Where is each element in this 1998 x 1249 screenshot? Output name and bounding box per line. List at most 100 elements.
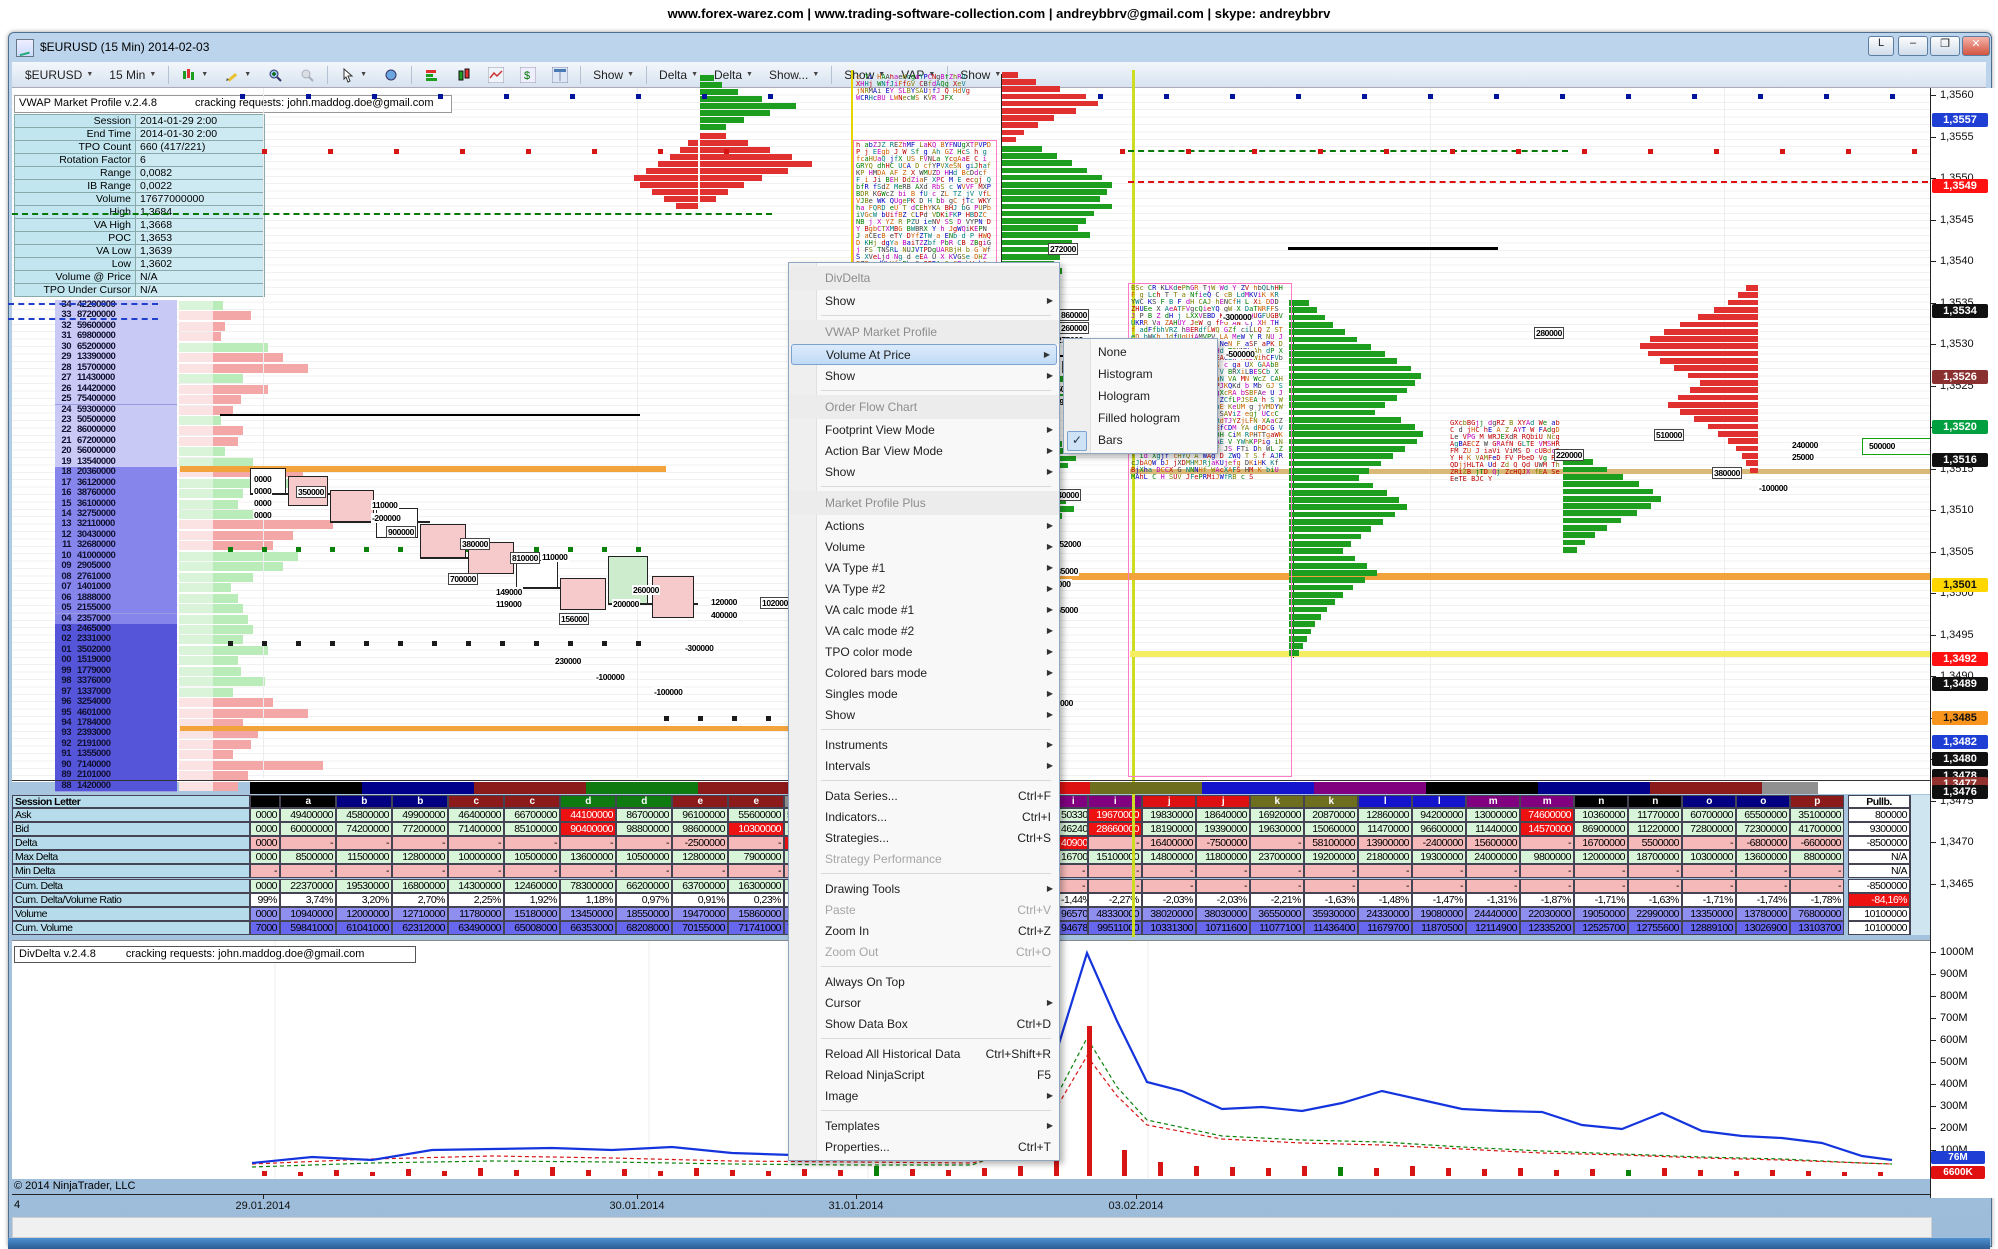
price-axis[interactable]: 1,3560 1,3555 1,3550 1,3545 1,3540 1,3535 1,35… bbox=[1930, 88, 1998, 1198]
minimize-button[interactable]: – bbox=[1898, 36, 1928, 56]
menu-group-header: DivDelta bbox=[789, 266, 1059, 290]
menu-item-action-bar-view-mode[interactable]: Action Bar View Mode ▶ bbox=[789, 440, 1059, 461]
menu-item-volume-at-price[interactable]: Volume At Price ▶ bbox=[791, 344, 1057, 365]
profile-bar bbox=[1650, 336, 1758, 342]
candlestick-icon-button[interactable] bbox=[449, 64, 479, 86]
marker-icon bbox=[383, 67, 399, 83]
submenu-item-histogram[interactable]: Histogram bbox=[1064, 363, 1217, 385]
menu-item-va-type-1[interactable]: VA Type #1 ▶ bbox=[789, 557, 1059, 578]
show-menu-1[interactable]: Show ▼ bbox=[586, 65, 641, 85]
menu-item-va-type-2[interactable]: VA Type #2 ▶ bbox=[789, 578, 1059, 599]
menu-item-va-calc-mode-1[interactable]: VA calc mode #1 ▶ bbox=[789, 599, 1059, 620]
instrument-selector[interactable]: $EURUSD ▼ bbox=[18, 65, 100, 85]
menu-item-zoom-in[interactable]: Zoom In Ctrl+Z bbox=[789, 920, 1059, 941]
menu-item-show[interactable]: Show ▶ bbox=[789, 704, 1059, 725]
submenu-item-hologram[interactable]: Hologram bbox=[1064, 385, 1217, 407]
value-annotation: 400000 bbox=[710, 610, 738, 620]
profile-bar bbox=[1002, 232, 1090, 239]
menu-item-singles-mode[interactable]: Singles mode ▶ bbox=[789, 683, 1059, 704]
profile-bar bbox=[1289, 394, 1397, 401]
show-menu-4[interactable]: Show ▼ bbox=[953, 65, 1008, 85]
dollar-icon: $ bbox=[519, 66, 537, 83]
menu-item-show[interactable]: Show ▶ bbox=[789, 461, 1059, 482]
menu-item-properties[interactable]: Properties... Ctrl+T bbox=[789, 1136, 1059, 1157]
table-cell: - bbox=[1736, 878, 1790, 893]
bars-icon-button[interactable] bbox=[417, 64, 447, 86]
menu-item-reload-ninjascript[interactable]: Reload NinjaScript F5 bbox=[789, 1064, 1059, 1085]
table-cell: - bbox=[1196, 864, 1250, 879]
menu-item-cursor[interactable]: Cursor ▶ bbox=[789, 992, 1059, 1013]
submenu-arrow-icon: ▶ bbox=[1046, 668, 1053, 677]
menu-item-instruments[interactable]: Instruments ▶ bbox=[789, 734, 1059, 755]
chart-style-button[interactable]: ▼ bbox=[174, 64, 215, 86]
menu-item-zoom-out[interactable]: Zoom Out Ctrl+O bbox=[789, 941, 1059, 962]
menu-item-strategies[interactable]: Strategies... Ctrl+S bbox=[789, 827, 1059, 848]
table-cell: 15180000 bbox=[504, 906, 560, 921]
table-cell: 12000000 bbox=[1574, 850, 1628, 865]
table-cell: 13026900 bbox=[1736, 920, 1790, 935]
table-cell: - bbox=[1574, 864, 1628, 879]
menu-item-always-on-top[interactable]: Always On Top bbox=[789, 971, 1059, 992]
marker-button[interactable] bbox=[376, 64, 406, 86]
table-cell: 12889100 bbox=[1682, 920, 1736, 935]
dd-axis-tick bbox=[1930, 1040, 1936, 1041]
lock-button[interactable]: L bbox=[1868, 36, 1894, 56]
menu-item-data-series[interactable]: Data Series... Ctrl+F bbox=[789, 785, 1059, 806]
menu-item-image[interactable]: Image ▶ bbox=[789, 1085, 1059, 1106]
ladder-bar bbox=[213, 624, 253, 634]
submenu-item-filled-hologram[interactable]: Filled hologram bbox=[1064, 407, 1217, 429]
restore-button[interactable]: ❐ bbox=[1930, 36, 1960, 56]
menu-shortcut: Ctrl+D bbox=[1016, 1016, 1051, 1031]
range-outline-box bbox=[1128, 283, 1292, 777]
zoom-in-button[interactable] bbox=[260, 64, 290, 86]
table-cell: - bbox=[1088, 864, 1142, 879]
marker-dot bbox=[1890, 94, 1895, 99]
vap-menu[interactable]: VAP ▼ bbox=[894, 65, 942, 85]
menu-item-intervals[interactable]: Intervals ▶ bbox=[789, 755, 1059, 776]
table-cell: -1,44% bbox=[1058, 892, 1088, 907]
delta-menu-1[interactable]: Delta ▼ bbox=[652, 65, 705, 85]
menu-item-volume[interactable]: Volume ▶ bbox=[789, 536, 1059, 557]
horizontal-scrollbar[interactable] bbox=[12, 1217, 1932, 1238]
menu-item-va-calc-mode-2[interactable]: VA calc mode #2 ▶ bbox=[789, 620, 1059, 641]
menu-item-templates[interactable]: Templates ▶ bbox=[789, 1115, 1059, 1136]
interval-selector[interactable]: 15 Min ▼ bbox=[102, 65, 163, 85]
submenu-item-none[interactable]: None bbox=[1064, 341, 1217, 363]
menu-item-show-data-box[interactable]: Show Data Box Ctrl+D bbox=[789, 1013, 1059, 1034]
session-strip-segment bbox=[1202, 782, 1258, 794]
table-cell: 55600000 bbox=[728, 808, 784, 823]
show-menu-2[interactable]: Show... ▼ bbox=[762, 65, 826, 85]
profile-bar bbox=[1289, 628, 1311, 635]
menu-item-indicators[interactable]: Indicators... Ctrl+I bbox=[789, 806, 1059, 827]
table-cell: 23700000 bbox=[1250, 850, 1304, 865]
ladder-bar-bg bbox=[179, 321, 213, 331]
menu-item-footprint-view-mode[interactable]: Footprint View Mode ▶ bbox=[789, 419, 1059, 440]
info-label: TPO Under Cursor bbox=[14, 283, 136, 297]
ladder-volume: 1420000 bbox=[77, 779, 111, 791]
menu-item-actions[interactable]: Actions ▶ bbox=[789, 515, 1059, 536]
cursor-button[interactable]: ▼ bbox=[333, 64, 374, 86]
submenu-arrow-icon: ▶ bbox=[1046, 626, 1053, 635]
panel-icon-button[interactable] bbox=[545, 64, 575, 86]
drawing-tool-button[interactable]: ▼ bbox=[217, 64, 258, 86]
menu-item-label: TPO color mode bbox=[825, 644, 913, 659]
session-letter-header: i bbox=[1088, 795, 1142, 808]
marker-dot bbox=[432, 641, 437, 646]
menu-item-drawing-tools[interactable]: Drawing Tools ▶ bbox=[789, 878, 1059, 899]
pullback-header: Pullb. bbox=[1848, 795, 1910, 808]
delta-menu-2[interactable]: Delta ▼ bbox=[707, 65, 760, 85]
value-annotation: 0000 bbox=[253, 498, 273, 508]
menu-item-paste[interactable]: Paste Ctrl+V bbox=[789, 899, 1059, 920]
menu-item-tpo-color-mode[interactable]: TPO color mode ▶ bbox=[789, 641, 1059, 662]
zoom-out-button[interactable] bbox=[292, 64, 322, 86]
dollar-icon-button[interactable]: $ bbox=[513, 64, 543, 86]
close-button[interactable]: ✕ bbox=[1962, 36, 1990, 56]
menu-item-show[interactable]: Show ▶ bbox=[789, 365, 1059, 386]
submenu-item-bars[interactable]: ✓ Bars bbox=[1064, 429, 1217, 451]
menu-item-show[interactable]: Show ▶ bbox=[789, 290, 1059, 311]
menu-item-reload-all-historical-data[interactable]: Reload All Historical Data Ctrl+Shift+R bbox=[789, 1043, 1059, 1064]
wave-icon-button[interactable] bbox=[481, 64, 511, 86]
ladder-price: 94 bbox=[61, 717, 71, 728]
menu-item-colored-bars-mode[interactable]: Colored bars mode ▶ bbox=[789, 662, 1059, 683]
menu-item-strategy-performance[interactable]: Strategy Performance bbox=[789, 848, 1059, 869]
